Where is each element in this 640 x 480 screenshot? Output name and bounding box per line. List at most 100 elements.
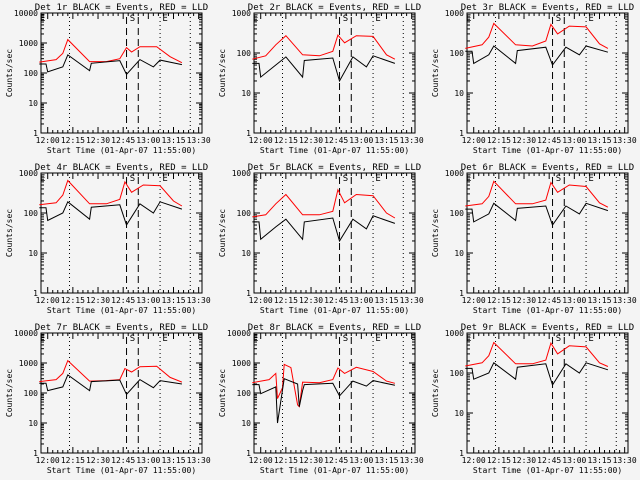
event-marker-label: E xyxy=(253,174,258,184)
y-tick-label: 100 xyxy=(450,49,465,58)
y-tick-label: 1000 xyxy=(445,9,464,18)
chart-title: Det 5r BLACK = Events, RED = LLD xyxy=(248,163,421,173)
y-tick-label: 100 xyxy=(24,209,39,218)
x-tick-label: 12:00 xyxy=(249,136,273,145)
y-tick-label: 10 xyxy=(241,89,251,98)
event-marker-label: E xyxy=(375,174,380,184)
chart-title: Det 7r BLACK = Events, RED = LLD xyxy=(35,323,208,333)
x-tick-label: 12:15 xyxy=(274,296,298,305)
chart-title: Det 6r BLACK = Events, RED = LLD xyxy=(461,163,634,173)
x-tick-label: 12:45 xyxy=(111,296,135,305)
x-tick-label: 12:30 xyxy=(512,296,536,305)
y-tick-label: 10 xyxy=(28,99,38,108)
y-axis-label: Counts/sec xyxy=(218,209,227,257)
x-tick-label: 12:45 xyxy=(111,136,135,145)
x-axis-label: Start Time (01-Apr-07 11:55:00) xyxy=(260,466,409,475)
x-axis-label: Start Time (01-Apr-07 11:55:00) xyxy=(47,306,196,315)
y-tick-label: 10000 xyxy=(227,329,251,338)
chart-title: Det 9r BLACK = Events, RED = LLD xyxy=(461,323,634,333)
chart-panel-8: Det 8r BLACK = Events, RED = LLD 1 10 100 10… xyxy=(218,323,424,475)
event-marker-label: S xyxy=(343,14,348,24)
x-tick-label: 12:00 xyxy=(462,456,486,465)
y-tick-label: 1 xyxy=(33,449,38,458)
events-series-line xyxy=(252,55,396,83)
x-tick-label: 12:00 xyxy=(462,136,486,145)
event-marker-label: S xyxy=(130,14,135,24)
plot-frame xyxy=(253,172,416,294)
x-tick-label: 12:15 xyxy=(274,456,298,465)
y-tick-label: 10 xyxy=(28,419,38,428)
x-tick-label: 13:15 xyxy=(161,456,185,465)
plot-frame xyxy=(40,12,203,134)
y-tick-label: 10000 xyxy=(14,329,38,338)
event-marker-label: E xyxy=(588,334,593,344)
x-axis-label: Start Time (01-Apr-07 11:55:00) xyxy=(260,146,409,155)
lld-series-line xyxy=(252,363,396,408)
x-tick-label: 12:00 xyxy=(36,296,60,305)
y-tick-label: 100 xyxy=(237,389,252,398)
events-series-line xyxy=(252,378,396,424)
plot-frame xyxy=(466,332,629,454)
event-marker-label: E xyxy=(466,334,471,344)
chart-title: Det 2r BLACK = Events, RED = LLD xyxy=(248,3,421,13)
y-axis-label: Counts/sec xyxy=(5,49,14,97)
x-tick-label: 13:00 xyxy=(349,136,373,145)
x-tick-label: 13:15 xyxy=(374,136,398,145)
y-axis-label: Counts/sec xyxy=(431,369,440,417)
x-tick-label: 13:00 xyxy=(562,296,586,305)
lld-series-line xyxy=(465,341,609,367)
x-tick-label: 13:30 xyxy=(400,296,424,305)
x-tick-label: 12:30 xyxy=(86,296,110,305)
y-tick-label: 1000 xyxy=(232,9,251,18)
y-tick-label: 1 xyxy=(459,289,464,298)
lld-series-line xyxy=(465,180,609,208)
y-tick-label: 10 xyxy=(454,89,464,98)
x-tick-label: 12:30 xyxy=(512,136,536,145)
event-marker-label: S xyxy=(130,334,135,344)
event-marker-label: E xyxy=(253,14,258,24)
lld-series-line xyxy=(465,22,609,49)
x-tick-label: 12:15 xyxy=(487,296,511,305)
plot-frame xyxy=(253,332,416,454)
event-marker-label: E xyxy=(588,174,593,184)
x-tick-label: 13:15 xyxy=(587,456,611,465)
y-tick-label: 1 xyxy=(33,289,38,298)
y-tick-label: 10 xyxy=(28,249,38,258)
y-tick-label: 10 xyxy=(454,249,464,258)
y-axis-label: Counts/sec xyxy=(218,49,227,97)
event-marker-label: S xyxy=(556,14,561,24)
event-marker-label: E xyxy=(253,334,258,344)
x-tick-label: 12:00 xyxy=(249,296,273,305)
y-tick-label: 100 xyxy=(237,209,252,218)
y-tick-label: 10 xyxy=(454,409,464,418)
x-tick-label: 12:30 xyxy=(299,456,323,465)
y-axis-label: Counts/sec xyxy=(218,369,227,417)
x-tick-label: 12:30 xyxy=(299,296,323,305)
events-series-line xyxy=(39,201,183,227)
event-marker-label: E xyxy=(40,334,45,344)
y-tick-label: 1 xyxy=(246,129,251,138)
chart-panel-5: Det 5r BLACK = Events, RED = LLD 1 10 100 10… xyxy=(218,163,424,315)
x-tick-label: 13:00 xyxy=(136,456,160,465)
y-tick-label: 1000 xyxy=(19,169,38,178)
x-tick-label: 12:15 xyxy=(487,136,511,145)
y-tick-label: 100 xyxy=(237,49,252,58)
event-marker-label: S xyxy=(130,174,135,184)
x-tick-label: 13:00 xyxy=(562,136,586,145)
event-marker-label: E xyxy=(466,174,471,184)
chart-panel-9: Det 9r BLACK = Events, RED = LLD 1 10 100 10… xyxy=(431,323,637,475)
y-tick-label: 1 xyxy=(246,449,251,458)
y-axis-label: Counts/sec xyxy=(5,209,14,257)
y-tick-label: 1000 xyxy=(19,39,38,48)
x-tick-label: 12:00 xyxy=(249,456,273,465)
x-tick-label: 12:15 xyxy=(61,296,85,305)
y-tick-label: 1000 xyxy=(232,359,251,368)
event-marker-label: E xyxy=(588,14,593,24)
x-axis-label: Start Time (01-Apr-07 11:55:00) xyxy=(47,146,196,155)
chart-title: Det 8r BLACK = Events, RED = LLD xyxy=(248,323,421,333)
events-series-line xyxy=(252,215,396,243)
chart-panel-2: Det 2r BLACK = Events, RED = LLD 1 10 100 10… xyxy=(218,3,424,155)
event-marker-label: E xyxy=(162,14,167,24)
x-tick-label: 13:15 xyxy=(374,456,398,465)
